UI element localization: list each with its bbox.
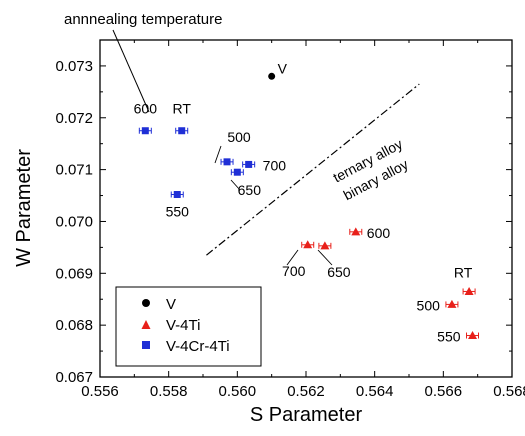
x-axis-label: S Parameter (250, 404, 363, 426)
point-v-4cr-4ti (141, 127, 149, 135)
legend-marker-v-4cr-4ti (142, 341, 150, 349)
point-v-4ti (303, 240, 313, 249)
point-label: 700 (263, 157, 287, 173)
leader-line (230, 179, 241, 191)
alloy-divider-line (206, 83, 420, 256)
point-label: 650 (327, 264, 351, 280)
x-tick-label: 0.560 (219, 383, 257, 400)
y-tick-label: 0.070 (55, 213, 93, 230)
point-v-4ti (320, 241, 330, 250)
point-label: 500 (417, 297, 441, 313)
y-axis: 0.067 0.068 0.069 0.070 0.071 0.072 0.073 (55, 58, 512, 386)
y-tick-label: 0.069 (55, 265, 93, 282)
y-tick-label: 0.072 (55, 110, 93, 127)
point-v-4ti (447, 299, 457, 308)
point-label: RT (173, 101, 192, 117)
y-axis-label: W Parameter (13, 149, 35, 267)
annealing-pointer-line (112, 29, 150, 113)
leader-line (286, 249, 299, 266)
point-v-4cr-4ti (233, 168, 241, 176)
point-label: 650 (238, 182, 262, 198)
point-label: 700 (282, 263, 306, 279)
annealing-temperature-label: annnealing temperature (64, 11, 222, 28)
leader-lines (214, 145, 333, 266)
point-v-4cr-4ti (223, 158, 231, 166)
point-v-4cr-4ti (173, 191, 181, 199)
x-tick-label: 0.562 (287, 383, 325, 400)
point-label: RT (454, 264, 473, 280)
point-label: 500 (227, 129, 251, 145)
point-label: 600 (134, 101, 158, 117)
y-tick-label: 0.073 (55, 58, 93, 75)
data-points (138, 72, 480, 340)
x-tick-label: 0.558 (150, 383, 188, 400)
point-v-4ti (468, 331, 478, 340)
legend-box (115, 286, 262, 367)
point-label: 550 (437, 329, 461, 345)
point-v-4cr-4ti (245, 160, 253, 168)
x-tick-label: 0.568 (493, 383, 525, 400)
legend-marker-v (142, 299, 150, 307)
y-tick-label: 0.067 (55, 369, 93, 386)
legend: V V-4Ti V-4Cr-4Ti (115, 286, 262, 367)
point-label: 550 (166, 204, 190, 220)
legend-label-v: V (166, 296, 176, 313)
leader-line (317, 249, 333, 266)
y-tick-label: 0.068 (55, 317, 93, 334)
leader-line (214, 145, 222, 164)
point-v (268, 72, 276, 80)
y-tick-label: 0.071 (55, 162, 93, 179)
x-tick-label: 0.556 (81, 383, 119, 400)
point-v-4ti (351, 227, 361, 236)
point-v-4ti (464, 286, 474, 295)
point-v-4cr-4ti (178, 127, 186, 135)
legend-label-v-4cr-4ti: V-4Cr-4Ti (166, 338, 230, 355)
point-label: V (278, 60, 288, 76)
legend-marker-v-4ti (141, 320, 151, 329)
x-axis: 0.556 0.558 0.560 0.562 0.564 0.566 0.568 (81, 40, 525, 400)
x-tick-label: 0.566 (425, 383, 463, 400)
point-label: 600 (367, 225, 391, 241)
x-tick-label: 0.564 (356, 383, 394, 400)
legend-label-v-4ti: V-4Ti (166, 317, 200, 334)
